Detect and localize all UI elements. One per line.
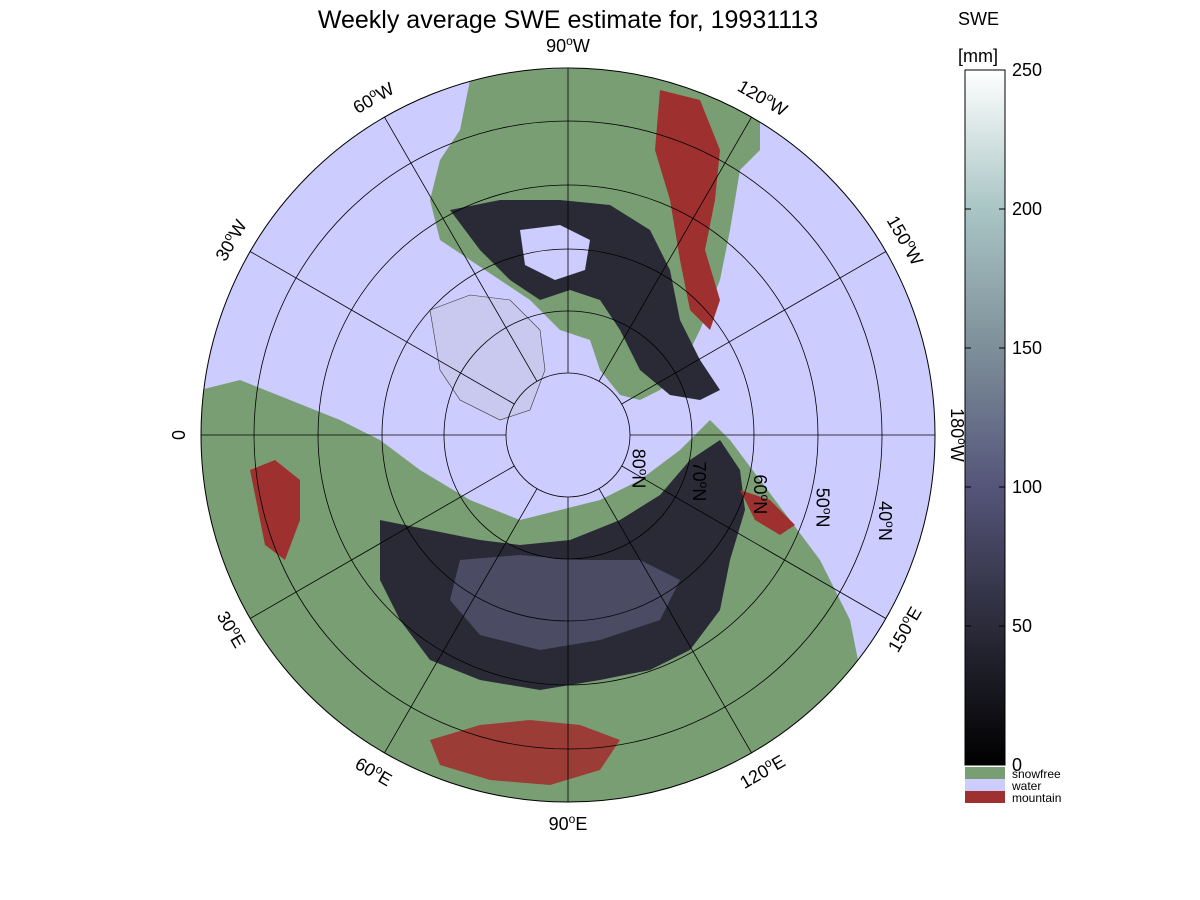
colorbar-gradient [964,69,1006,766]
latitude-label: 50oN [812,488,834,528]
meridian-line [598,116,752,382]
colorbar-category-label: water [1011,779,1041,793]
colorbar-category-swatch [965,767,1005,779]
meridian-line [384,488,538,754]
colorbar-label-swe: SWE [958,9,999,29]
longitude-label: 60oW [349,77,398,118]
latitude-label: 80oN [629,449,651,489]
snow-eurasia-core [450,555,680,650]
longitude-label: 90oW [546,34,590,56]
colorbar-category-swatch [965,791,1005,803]
snow-north-america [450,200,720,400]
meridians [201,68,935,802]
mountain-far-east [740,490,795,535]
colorbar-tick-label: 150 [1012,338,1042,358]
longitude-label: 30oW [210,216,251,265]
colorbar-category-label: snowfree [1012,767,1061,781]
colorbar-tick-label: 250 [1012,60,1042,80]
colorbar-category-label: mountain [1012,791,1061,805]
longitude-label: 90oE [549,812,588,834]
mountain-eurasia-south [430,720,620,785]
longitude-label: 180oW [947,408,969,462]
colorbar-label-unit: [mm] [958,46,998,66]
hudson-bay [520,225,590,280]
colorbar-category-swatch [965,779,1005,791]
meridian-line [598,488,752,754]
latitude-label: 70oN [689,462,711,502]
mountain-scandinavia [250,460,300,560]
latitude-label: 40oN [875,501,897,541]
polar-map [201,68,935,802]
meridian-line [249,465,515,619]
colorbar: SWE [mm] 0 50 100 150 200 250 snowfreewatermo… [958,9,1061,805]
colorbar-tick-label: 100 [1012,477,1042,497]
meridian-line [384,116,538,382]
mountain-rockies [655,90,720,330]
longitude-label: 60oE [352,752,397,790]
colorbar-tick-label: 200 [1012,199,1042,219]
longitude-label: 30oE [213,607,251,652]
map-border [200,67,936,803]
meridian-line [249,251,515,405]
latitude-labels: 80oN 70oN 60oN 50oN 40oN [629,449,897,541]
meridian-line [621,465,887,619]
latitude-label: 60oN [750,475,772,515]
land-greenland [429,294,546,421]
colorbar-tick-label: 0 [1012,755,1022,775]
longitude-label: 0 [169,430,189,440]
colorbar-tick-label: 50 [1012,616,1032,636]
map-title: Weekly average SWE estimate for, 1993111… [318,6,818,34]
meridian-line [621,251,887,405]
